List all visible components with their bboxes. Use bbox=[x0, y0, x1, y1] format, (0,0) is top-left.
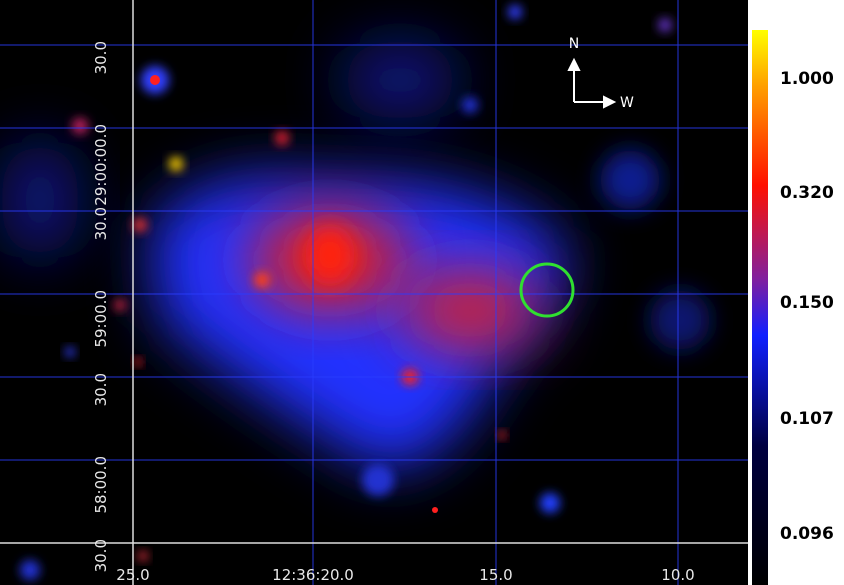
page: N W 25.012:36:20.015.010.030.029:00:00.0… bbox=[0, 0, 844, 585]
x-axis-label: 12:36:20.0 bbox=[272, 566, 354, 584]
y-axis-label: 30.0 bbox=[92, 539, 110, 572]
x-axis-label: 15.0 bbox=[479, 566, 512, 584]
y-axis-label: 30.0 bbox=[92, 373, 110, 406]
colorbar-label: 0.096 bbox=[780, 524, 834, 544]
compass-north: N bbox=[569, 36, 579, 52]
colorbar bbox=[752, 30, 768, 585]
colorbar-label: 0.150 bbox=[780, 293, 834, 313]
y-axis-label: 58:00.0 bbox=[92, 456, 110, 514]
y-axis-label: 30.0 bbox=[92, 207, 110, 240]
y-axis-label: 30.0 bbox=[92, 41, 110, 74]
colorbar-label: 0.320 bbox=[780, 183, 834, 203]
colorbar-label: 1.000 bbox=[780, 69, 834, 89]
colorbar-label: 0.107 bbox=[780, 409, 834, 429]
compass-west: W bbox=[620, 95, 634, 111]
x-axis-label: 10.0 bbox=[661, 566, 694, 584]
y-axis-label: 29:00:00.0 bbox=[92, 124, 110, 206]
figure: N W 25.012:36:20.015.010.030.029:00:00.0… bbox=[0, 0, 844, 585]
y-axis-label: 59:00.0 bbox=[92, 290, 110, 348]
x-axis-label: 25.0 bbox=[116, 566, 149, 584]
